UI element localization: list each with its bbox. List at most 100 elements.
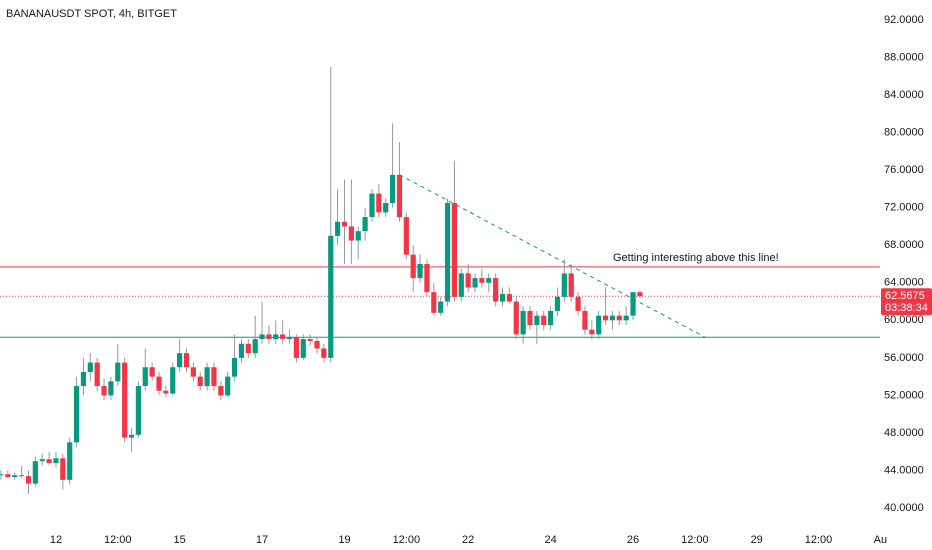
candle-body [389, 174, 396, 204]
candle-body [341, 221, 348, 227]
y-tick-label: 52.0000 [884, 389, 924, 401]
candle-body [596, 315, 602, 335]
countdown-label: 03:38:34 [885, 302, 928, 314]
candle-body [252, 339, 258, 354]
x-tick-label: 12:00 [805, 534, 833, 546]
chart-title: BANANAUSDT SPOT, 4h, BITGET [6, 8, 177, 20]
candle-body [637, 292, 643, 297]
y-tick-label: 40.0000 [884, 502, 924, 514]
candle-body [39, 459, 45, 462]
y-tick-label: 68.0000 [884, 239, 924, 251]
y-tick-label: 64.0000 [884, 277, 924, 289]
x-tick-label: 26 [627, 534, 639, 546]
candle-body [231, 357, 238, 377]
candle-body [245, 343, 251, 354]
candle-body [273, 334, 279, 340]
candle-body [225, 376, 231, 396]
candle-body [101, 386, 107, 396]
candle-body [561, 273, 567, 297]
candle-body [300, 339, 306, 358]
candle-body [499, 294, 506, 302]
x-tick-label: 22 [462, 534, 474, 546]
candle-body [122, 362, 128, 438]
y-tick-label: 88.0000 [884, 51, 924, 63]
candle-body [444, 203, 451, 302]
x-tick-label: 15 [173, 534, 185, 546]
candle-body [293, 337, 300, 358]
annotation: Getting interesting above this line! [613, 252, 779, 264]
candle-body [156, 376, 162, 391]
x-tick-label: 17 [256, 534, 268, 546]
y-tick-label: 84.0000 [884, 89, 924, 101]
x-tick-label: 12:00 [104, 534, 132, 546]
candle-body [376, 193, 382, 213]
candle-body [259, 334, 265, 340]
candle-body [548, 310, 554, 326]
candle-body [568, 273, 574, 297]
candle-body [218, 386, 224, 396]
candle-body [53, 458, 59, 463]
candle-body [609, 315, 616, 321]
candle-body [623, 315, 629, 321]
candle-body [369, 193, 375, 218]
candle-body [32, 461, 38, 484]
candle-body [472, 278, 478, 288]
candle-body [60, 458, 66, 480]
candle-body [266, 334, 272, 340]
candle-body [197, 376, 203, 387]
candle-body [142, 367, 148, 387]
candle-body [19, 475, 25, 477]
candle-body [575, 296, 581, 311]
last-price-label: 62.5675 [885, 290, 925, 302]
candle-body [183, 353, 190, 368]
candle-body [73, 386, 80, 443]
candle-body [582, 310, 588, 330]
y-tick-label: 76.0000 [884, 164, 924, 176]
candle-body [80, 371, 87, 387]
candle-body [5, 474, 11, 478]
candle-body [383, 203, 389, 213]
candle-body [94, 362, 100, 387]
candle-body [465, 273, 471, 288]
y-tick-label: 48.0000 [884, 427, 924, 439]
candle-body [190, 367, 196, 377]
candle-body [108, 381, 114, 396]
x-tick-label: 24 [544, 534, 556, 546]
candle-body [451, 203, 458, 297]
y-tick-label: 92.0000 [884, 14, 924, 26]
candle-body [616, 315, 622, 321]
candle-body [479, 278, 485, 283]
x-tick-label: 19 [338, 534, 350, 546]
candle-body [12, 475, 18, 478]
candle-body [46, 459, 52, 463]
candle-body [328, 235, 334, 358]
candle-body [204, 367, 210, 387]
y-tick-label: 56.0000 [884, 352, 924, 364]
y-tick-label: 80.0000 [884, 127, 924, 139]
last-price-box [881, 288, 932, 316]
candle-body [493, 278, 499, 302]
y-tick-label: 72.0000 [884, 202, 924, 214]
candle-body [486, 278, 492, 283]
candle-body [520, 310, 526, 335]
trendline [399, 174, 706, 338]
candle-body [307, 339, 313, 341]
candle-body [286, 337, 293, 340]
plot-area [0, 66, 880, 494]
candle-body [396, 174, 403, 218]
candle-body [355, 231, 361, 241]
candle-body [135, 386, 141, 435]
candle-body [417, 264, 423, 279]
candle-body [170, 367, 176, 394]
candle-body [424, 264, 430, 293]
x-tick-label: 12:00 [393, 534, 421, 546]
x-tick-label: 12 [50, 534, 62, 546]
candle-body [149, 367, 155, 377]
candle-body [589, 329, 595, 335]
candle-body [67, 442, 73, 480]
candle-body [348, 226, 354, 241]
candle-body [238, 343, 245, 358]
y-tick-label: 44.0000 [884, 464, 924, 476]
candle-body [630, 292, 636, 316]
